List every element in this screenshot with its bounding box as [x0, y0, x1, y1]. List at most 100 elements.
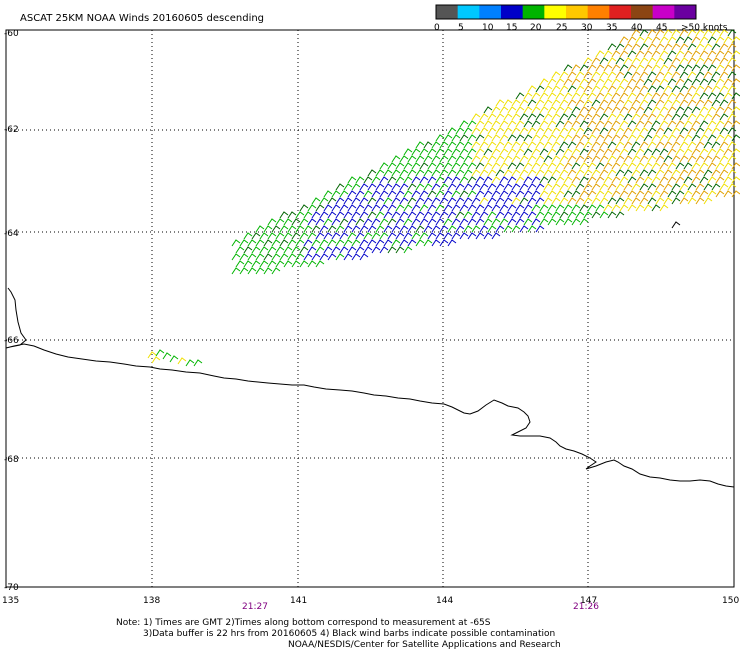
wind-barb	[411, 162, 421, 170]
wind-barb	[519, 127, 529, 135]
wind-barb	[663, 197, 673, 205]
wind-barb	[319, 197, 329, 205]
wind-barb	[327, 225, 337, 233]
wind-barb	[427, 148, 437, 156]
wind-barb	[687, 43, 697, 51]
wind-barb	[611, 120, 621, 128]
wind-barb	[675, 36, 685, 44]
wind-barb	[651, 190, 661, 198]
wind-barb	[731, 78, 740, 86]
wind-barb	[635, 92, 645, 100]
wind-barb	[715, 64, 725, 72]
wind-barb	[451, 148, 461, 156]
wind-barb	[571, 92, 581, 100]
wind-barb	[683, 176, 693, 184]
map-title: ASCAT 25KM NOAA Winds 20160605 descendin…	[20, 13, 264, 24]
wind-barb	[671, 141, 681, 149]
wind-barb	[551, 99, 561, 107]
wind-barb	[419, 190, 429, 198]
wind-barb	[395, 232, 405, 240]
wind-barb	[559, 127, 569, 135]
lon-label-144: 144	[436, 596, 453, 606]
wind-barb	[723, 50, 733, 58]
wind-barb	[615, 141, 625, 149]
wind-barb	[567, 211, 577, 219]
wind-barb	[647, 113, 657, 121]
wind-barb	[483, 120, 493, 128]
wind-barb	[631, 141, 641, 149]
wind-barb	[595, 92, 605, 100]
wind-barb	[475, 176, 485, 184]
wind-barb	[495, 99, 505, 107]
wind-barb	[635, 148, 645, 156]
wind-barb	[479, 169, 489, 177]
time-label-1: 21:27	[242, 602, 268, 612]
wind-barb	[291, 260, 301, 268]
wind-barb	[731, 92, 740, 100]
wind-barb	[527, 155, 537, 163]
wind-barb	[431, 197, 441, 205]
wind-barb	[695, 29, 705, 37]
wind-barb	[193, 359, 203, 367]
wind-barb	[687, 57, 697, 65]
wind-barb	[571, 78, 581, 86]
wind-barb	[679, 127, 689, 135]
wind-barb	[707, 148, 717, 156]
wind-barb	[379, 204, 389, 212]
wind-barb	[487, 211, 497, 219]
wind-barb	[495, 169, 505, 177]
wind-barb	[471, 113, 481, 121]
wind-barb	[707, 92, 717, 100]
wind-barb	[711, 127, 721, 135]
wind-barb	[655, 85, 665, 93]
wind-barb	[279, 211, 289, 219]
wind-barb	[643, 120, 653, 128]
wind-barb	[455, 155, 465, 163]
wind-barb	[603, 148, 613, 156]
wind-barb	[679, 113, 689, 121]
wind-barb	[411, 218, 421, 226]
wind-barb	[323, 218, 333, 226]
wind-barb	[407, 211, 417, 219]
wind-barb	[359, 183, 369, 191]
wind-barb	[259, 260, 269, 268]
wind-barb	[467, 134, 477, 142]
wind-barb	[719, 183, 729, 191]
wind-barb	[527, 169, 537, 177]
wind-barb	[715, 148, 725, 156]
wind-barb	[567, 155, 577, 163]
wind-barb	[327, 211, 337, 219]
wind-barb	[563, 120, 573, 128]
wind-barb	[687, 99, 697, 107]
wind-barb	[615, 127, 625, 135]
wind-barb	[599, 85, 609, 93]
wind-barb	[435, 148, 445, 156]
wind-barb	[339, 218, 349, 226]
wind-barb	[375, 169, 385, 177]
wind-barb	[563, 162, 573, 170]
wind-barb	[491, 190, 501, 198]
wind-barb	[303, 239, 313, 247]
wind-barb	[503, 99, 513, 107]
wind-barb	[407, 155, 417, 163]
wind-barb	[683, 148, 693, 156]
wind-barb	[731, 148, 740, 156]
wind-barb	[571, 120, 581, 128]
wind-barb	[523, 176, 533, 184]
wind-barb	[239, 253, 249, 261]
wind-barb	[715, 120, 725, 128]
wind-barb	[727, 113, 737, 121]
wind-barb	[235, 260, 245, 268]
wind-barb	[671, 127, 681, 135]
wind-barb	[599, 183, 609, 191]
wind-barb	[555, 162, 565, 170]
wind-barb	[169, 355, 179, 363]
wind-barb	[631, 183, 641, 191]
wind-barb	[719, 127, 729, 135]
wind-barb	[723, 64, 733, 72]
wind-barb	[431, 155, 441, 163]
wind-barb	[611, 204, 621, 212]
wind-barb	[391, 183, 401, 191]
wind-barb	[495, 197, 505, 205]
wind-barb	[663, 169, 673, 177]
